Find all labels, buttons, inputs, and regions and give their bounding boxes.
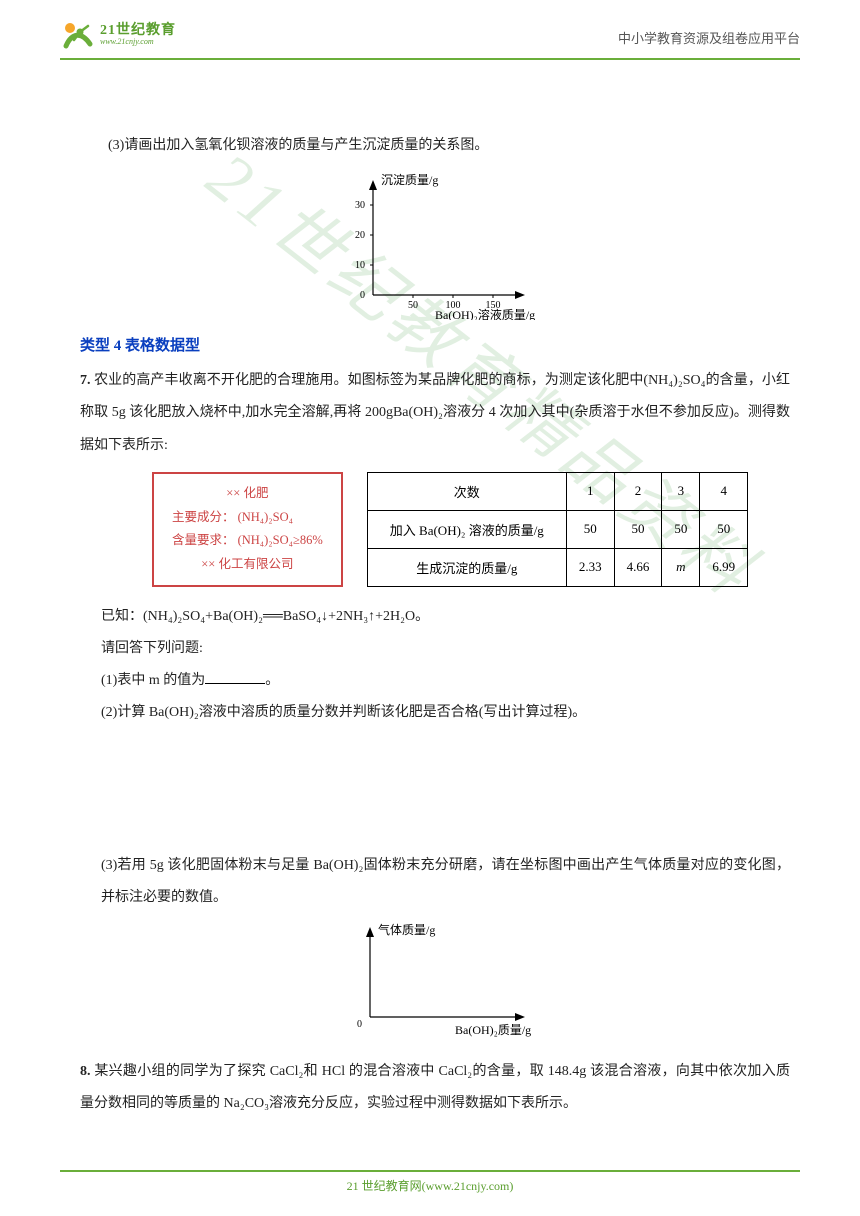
card-line-2: 主要成分： (NH₄)₂SO₄: [172, 506, 323, 530]
cell: 4.66: [614, 548, 662, 586]
q7-p1: (1)表中 m 的值为 。: [80, 665, 790, 697]
chart-2: 0 气体质量/g Ba(OH)₂质量/g: [80, 922, 790, 1042]
q8-stem-text: 某兴趣小组的同学为了探究 CaCl₂和 HCl 的混合溶液中 CaCl₂的含量，…: [80, 1064, 790, 1111]
q7-ask: 请回答下列问题:: [80, 633, 790, 665]
chart1-ylabel: 沉淀质量/g: [381, 173, 438, 187]
q7-stem: 7. 农业的高产丰收离不开化肥的合理施用。如图标签为某品牌化肥的商标，为测定该化…: [80, 365, 790, 462]
chart2-origin: 0: [357, 1019, 362, 1030]
q6-part3: (3)请画出加入氢氧化钡溶液的质量与产生沉淀质量的关系图。: [80, 130, 790, 162]
cell: 2.33: [566, 548, 614, 586]
footer-site: 21 世纪教育网: [347, 1179, 422, 1193]
card-line-4: ×× 化工有限公司: [172, 553, 323, 577]
q7-known: 已知：(NH₄)₂SO₄+Ba(OH)₂══BaSO₄↓+2NH₃↑+2H₂O。: [80, 601, 790, 633]
table-row: 加入 Ba(OH)₂ 溶液的质量/g 50 50 50 50: [367, 510, 747, 548]
q7-figure-row: ×× 化肥 主要成分： (NH₄)₂SO₄ 含量要求： (NH₄)₂SO₄≥86…: [80, 472, 790, 587]
th-baoh2: 加入 Ba(OH)₂ 溶液的质量/g: [367, 510, 566, 548]
cell: 50: [700, 510, 748, 548]
page-body: (3)请画出加入氢氧化钡溶液的质量与产生沉淀质量的关系图。 10 20 30 0: [80, 130, 790, 1156]
chart-1: 10 20 30 0 50 100 150 沉淀质量/g Ba(OH)₂溶液质量…: [80, 170, 790, 320]
blank-m: [205, 670, 265, 684]
th-times: 次数: [367, 472, 566, 510]
chart1-ytick-20: 20: [355, 230, 365, 241]
table-row: 生成沉淀的质量/g 2.33 4.66 m 6.99: [367, 548, 747, 586]
card-line-1: ×× 化肥: [172, 482, 323, 506]
q7-p2: (2)计算 Ba(OH)₂溶液中溶质的质量分数并判断该化肥是否合格(写出计算过程…: [80, 697, 790, 729]
chart1-xlabel: Ba(OH)₂溶液质量/g: [435, 307, 535, 320]
chart2-xlabel: Ba(OH)₂质量/g: [455, 1023, 531, 1037]
logo-cn: 21世纪教育: [100, 24, 176, 38]
cell: 6.99: [700, 548, 748, 586]
q7-p1-a: (1)表中 m 的值为: [101, 673, 205, 688]
q7-stem-text: 农业的高产丰收离不开化肥的合理施用。如图标签为某品牌化肥的商标，为测定该化肥中(…: [80, 373, 790, 452]
q7-data-table: 次数 1 2 3 4 加入 Ba(OH)₂ 溶液的质量/g 50 50 50 5…: [367, 472, 748, 587]
cell: 2: [614, 472, 662, 510]
card-line-3: 含量要求： (NH₄)₂SO₄≥86%: [172, 529, 323, 553]
table-row: 次数 1 2 3 4: [367, 472, 747, 510]
q7-p1-b: 。: [265, 673, 279, 688]
cell: 50: [566, 510, 614, 548]
fertilizer-label-card: ×× 化肥 主要成分： (NH₄)₂SO₄ 含量要求： (NH₄)₂SO₄≥86…: [152, 472, 343, 587]
q8-stem: 8. 某兴趣小组的同学为了探究 CaCl₂和 HCl 的混合溶液中 CaCl₂的…: [80, 1056, 790, 1120]
work-space: [80, 730, 790, 850]
chart1-ytick-30: 30: [355, 200, 365, 211]
cell: 50: [614, 510, 662, 548]
page-header: 21世纪教育 www.21cnjy.com 中小学教育资源及组卷应用平台: [60, 18, 800, 60]
footer-url: (www.21cnjy.com): [422, 1179, 514, 1193]
section-4-title: 类型 4 表格数据型: [80, 334, 790, 355]
logo-icon: [60, 18, 94, 52]
cell: 4: [700, 472, 748, 510]
chart1-xtick-50: 50: [408, 300, 418, 311]
cell: m: [662, 548, 700, 586]
logo-url: www.21cnjy.com: [100, 38, 176, 46]
q8-number: 8.: [80, 1064, 91, 1079]
cell: 50: [662, 510, 700, 548]
logo: 21世纪教育 www.21cnjy.com: [60, 18, 176, 52]
page-footer: 21 世纪教育网(www.21cnjy.com): [60, 1170, 800, 1194]
header-right-text: 中小学教育资源及组卷应用平台: [618, 28, 800, 47]
q7-number: 7.: [80, 373, 91, 388]
chart1-ytick-10: 10: [355, 260, 365, 271]
cell: 1: [566, 472, 614, 510]
chart1-origin: 0: [360, 290, 365, 301]
th-precip: 生成沉淀的质量/g: [367, 548, 566, 586]
q7-p3: (3)若用 5g 该化肥固体粉末与足量 Ba(OH)₂固体粉末充分研磨，请在坐标…: [80, 850, 790, 914]
chart2-ylabel: 气体质量/g: [378, 922, 435, 937]
cell: 3: [662, 472, 700, 510]
